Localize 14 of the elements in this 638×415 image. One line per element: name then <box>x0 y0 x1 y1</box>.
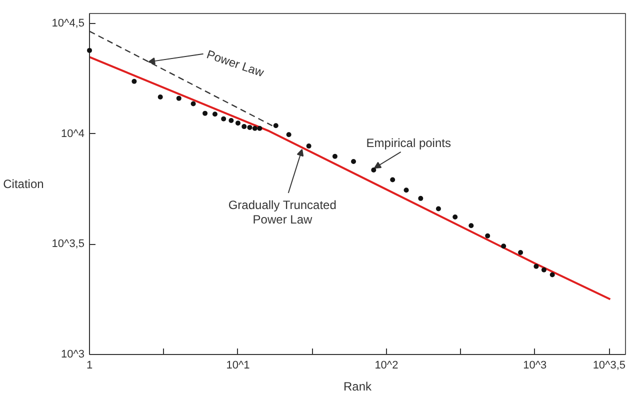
annotation: Power Law <box>204 47 266 80</box>
y-tick-label: 10^3,5 <box>52 238 85 250</box>
y-tick-label: 10^3 <box>60 348 84 360</box>
y-tick-label: 10^4 <box>60 128 84 140</box>
x-axis-title: Rank <box>343 380 373 394</box>
x-tick-label: 10^1 <box>226 360 250 372</box>
x-tick-label: 10^3 <box>523 360 547 372</box>
x-tick-label: 10^3,5 <box>592 360 626 372</box>
annotation: Gradually Truncated Power Law <box>228 198 336 226</box>
x-tick-label: 10^2 <box>374 360 398 372</box>
y-axis-title: Citation <box>3 177 44 191</box>
x-tick-label: 1 <box>86 360 93 372</box>
annotation: Empirical points <box>366 136 451 150</box>
y-tick-label: 10^4,5 <box>52 18 85 30</box>
